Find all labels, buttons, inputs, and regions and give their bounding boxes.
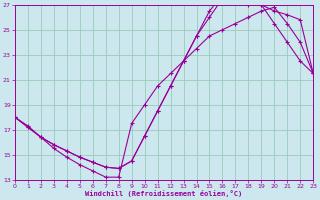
X-axis label: Windchill (Refroidissement éolien,°C): Windchill (Refroidissement éolien,°C)	[85, 190, 243, 197]
